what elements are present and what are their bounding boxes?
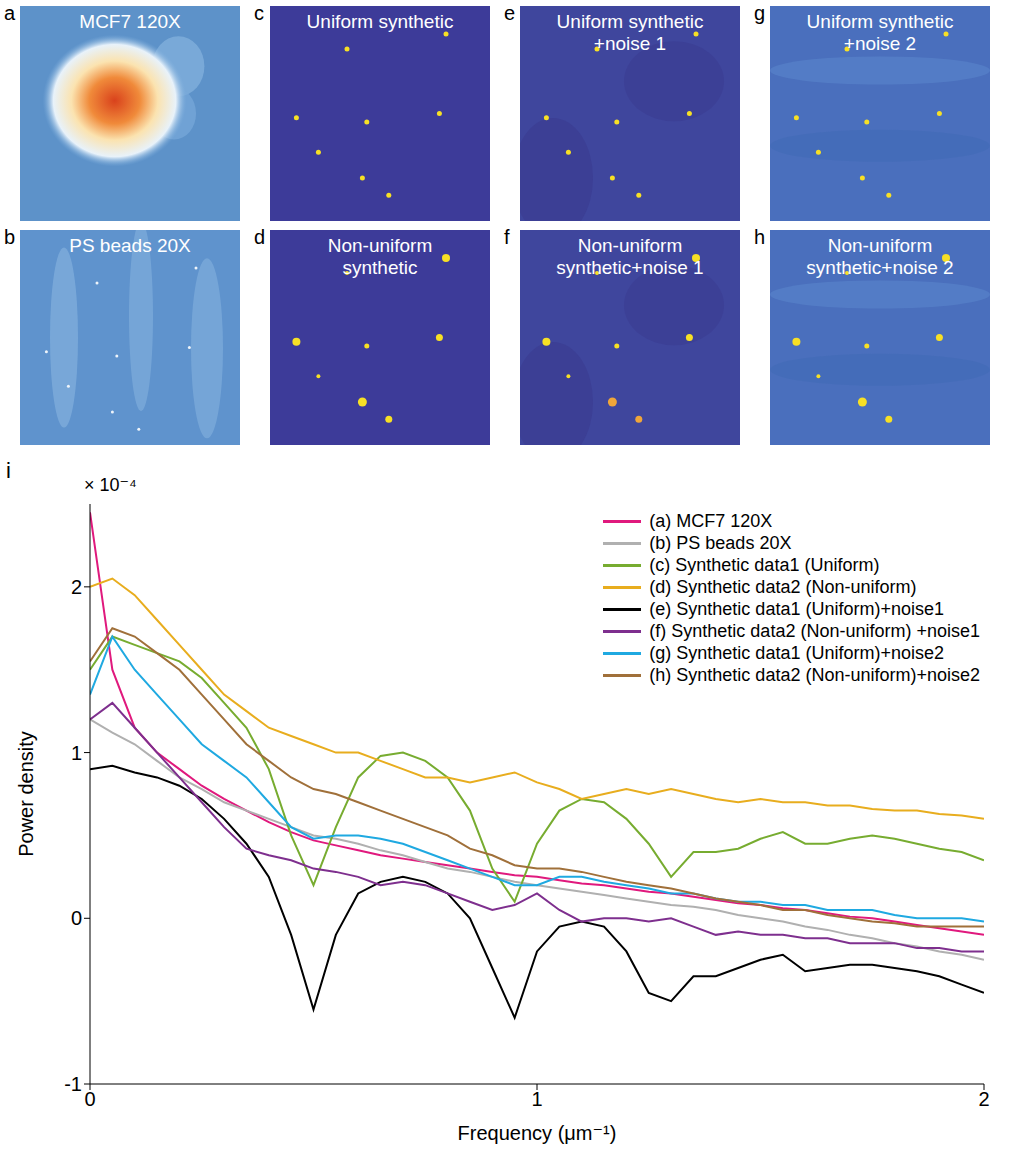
svg-text:Uniform synthetic+noise 1: Uniform synthetic+noise 1 — [557, 11, 704, 54]
svg-text:PS beads 20X: PS beads 20X — [69, 235, 191, 256]
html-text:g: g — [754, 2, 766, 24]
svg-text:0: 0 — [71, 907, 82, 929]
svg-text:0: 0 — [84, 1088, 95, 1110]
svg-text:Power density: Power density — [15, 731, 37, 857]
html-text:a: a — [4, 2, 16, 24]
html-text:d: d — [254, 226, 266, 248]
html-text:(e) Synthetic data1 (Uniform)+: (e) Synthetic data1 (Uniform)+noise1 — [649, 599, 944, 619]
html-text:(b) PS beads 20X: (b) PS beads 20X — [649, 533, 792, 553]
svg-text:MCF7 120X: MCF7 120X — [79, 11, 181, 32]
svg-text:2: 2 — [71, 576, 82, 598]
svg-text:1: 1 — [71, 742, 82, 764]
html-text:h: h — [754, 226, 766, 248]
svg-text:Uniform synthetic: Uniform synthetic — [307, 11, 454, 32]
html-text:c: c — [254, 2, 264, 24]
html-text:(a) MCF7 120X: (a) MCF7 120X — [649, 511, 773, 531]
html-text:b: b — [4, 226, 16, 248]
svg-text:Frequency (μm⁻¹): Frequency (μm⁻¹) — [458, 1122, 617, 1144]
html-text:(d) Synthetic data2 (Non-unifo: (d) Synthetic data2 (Non-uniform) — [649, 577, 917, 597]
svg-text:Uniform synthetic+noise 2: Uniform synthetic+noise 2 — [807, 11, 954, 54]
svg-text:2: 2 — [978, 1088, 989, 1110]
html-text:(h) Synthetic data2 (Non-unifo: (h) Synthetic data2 (Non-uniform)+noise2 — [649, 665, 980, 685]
html-text:(f) Synthetic data2 (Non-unifo: (f) Synthetic data2 (Non-uniform) +noise… — [649, 621, 980, 641]
svg-text:1: 1 — [531, 1088, 542, 1110]
html-text:e: e — [504, 2, 516, 24]
svg-text:Non-uniformsynthetic+noise 2: Non-uniformsynthetic+noise 2 — [806, 235, 953, 278]
svg-text:-1: -1 — [64, 1073, 82, 1095]
html-text:(g) Synthetic data1 (Uniform)+: (g) Synthetic data1 (Uniform)+noise2 — [649, 643, 944, 663]
html-text:i: i — [6, 458, 11, 483]
html-text:(c) Synthetic data1 (Uniform): (c) Synthetic data1 (Uniform) — [649, 555, 880, 575]
html-text:f: f — [504, 226, 510, 248]
html-text:× 10⁻⁴: × 10⁻⁴ — [84, 475, 137, 495]
svg-text:Non-uniformsynthetic: Non-uniformsynthetic — [328, 235, 433, 278]
svg-text:Non-uniformsynthetic+noise 1: Non-uniformsynthetic+noise 1 — [556, 235, 703, 278]
